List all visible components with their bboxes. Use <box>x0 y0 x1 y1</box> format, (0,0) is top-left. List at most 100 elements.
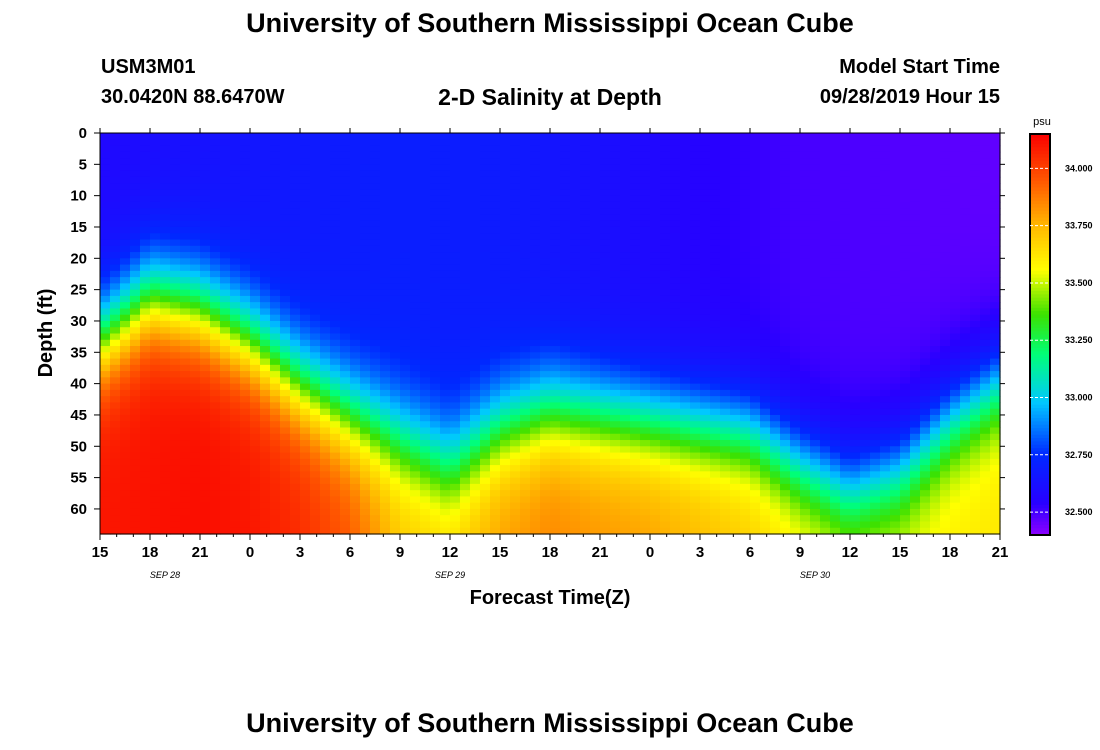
heatmap-cell <box>470 389 481 397</box>
heatmap-cell <box>640 220 651 228</box>
heatmap-cell <box>220 414 231 422</box>
heatmap-cell <box>790 176 801 184</box>
heatmap-cell <box>420 183 431 190</box>
heatmap-cell <box>230 308 241 316</box>
heatmap-cell <box>470 427 481 435</box>
heatmap-cell <box>620 158 631 165</box>
heatmap-cell <box>480 145 491 153</box>
heatmap-cell <box>870 402 881 410</box>
heatmap-cell <box>360 490 371 498</box>
heatmap-cell <box>720 226 731 234</box>
heatmap-cell <box>170 483 181 491</box>
heatmap-cell <box>590 289 601 297</box>
heatmap-cell <box>320 346 331 353</box>
heatmap-cell <box>690 314 701 322</box>
heatmap-cell <box>610 252 621 259</box>
heatmap-cell <box>290 446 301 454</box>
heatmap-cell <box>240 383 251 391</box>
heatmap-cell <box>630 239 641 247</box>
heatmap-cell <box>870 170 881 178</box>
heatmap-cell <box>310 421 321 429</box>
heatmap-cell <box>870 452 881 460</box>
heatmap-cell <box>610 220 621 228</box>
heatmap-cell <box>590 521 601 529</box>
heatmap-cell <box>650 502 661 510</box>
heatmap-cell <box>690 208 701 216</box>
heatmap-cell <box>570 145 581 153</box>
heatmap-cell <box>230 176 241 184</box>
heatmap-cell <box>250 452 261 460</box>
heatmap-cell <box>490 233 501 241</box>
heatmap-cell <box>550 483 561 491</box>
heatmap-cell <box>760 258 771 266</box>
heatmap-cell <box>670 264 681 272</box>
heatmap-cell <box>680 264 691 272</box>
heatmap-cell <box>740 277 751 284</box>
heatmap-cell <box>230 408 241 416</box>
heatmap-cell <box>780 352 791 360</box>
heatmap-cell <box>220 270 231 278</box>
heatmap-cell <box>220 515 231 523</box>
heatmap-cell <box>330 483 341 491</box>
heatmap-cell <box>470 133 481 140</box>
heatmap-cell <box>530 465 541 472</box>
heatmap-cell <box>730 214 741 222</box>
heatmap-cell <box>140 314 151 322</box>
heatmap-cell <box>230 208 241 216</box>
heatmap-cell <box>530 176 541 184</box>
heatmap-cell <box>870 327 881 335</box>
heatmap-cell <box>440 183 451 190</box>
heatmap-cell <box>640 421 651 429</box>
heatmap-cell <box>180 233 191 241</box>
heatmap-cell <box>540 151 551 159</box>
heatmap-cell <box>510 490 521 498</box>
heatmap-cell <box>320 189 331 197</box>
heatmap-cell <box>480 314 491 322</box>
heatmap-cell <box>310 220 321 228</box>
heatmap-cell <box>470 477 481 485</box>
heatmap-cell <box>670 158 681 165</box>
heatmap-cell <box>260 358 271 366</box>
heatmap-cell <box>310 214 321 222</box>
heatmap-cell <box>230 270 241 278</box>
heatmap-cell <box>260 264 271 272</box>
heatmap-cell <box>450 170 461 178</box>
heatmap-cell <box>170 289 181 297</box>
heatmap-cell <box>160 527 171 535</box>
heatmap-cell <box>380 277 391 284</box>
heatmap-cell <box>850 289 861 297</box>
heatmap-cell <box>380 508 391 516</box>
heatmap-cell <box>640 471 651 479</box>
heatmap-cell <box>850 151 861 159</box>
heatmap-cell <box>170 440 181 447</box>
heatmap-cell <box>100 226 111 234</box>
heatmap-cell <box>240 352 251 360</box>
heatmap-cell <box>590 421 601 429</box>
heatmap-cell <box>320 320 331 328</box>
heatmap-cell <box>630 515 641 523</box>
heatmap-cell <box>610 170 621 178</box>
heatmap-cell <box>770 239 781 247</box>
heatmap-cell <box>220 352 231 360</box>
heatmap-cell <box>220 176 231 184</box>
heatmap-cell <box>500 490 511 498</box>
heatmap-cell <box>110 308 121 316</box>
heatmap-cell <box>150 145 161 153</box>
heatmap-cell <box>670 164 681 172</box>
heatmap-cell <box>250 458 261 466</box>
heatmap-cell <box>150 270 161 278</box>
heatmap-cell <box>260 151 271 159</box>
heatmap-cell <box>460 164 471 172</box>
heatmap-cell <box>470 252 481 259</box>
heatmap-cell <box>130 471 141 479</box>
heatmap-cell <box>680 189 691 197</box>
heatmap-cell <box>450 258 461 266</box>
heatmap-cell <box>180 277 191 284</box>
heatmap-cell <box>690 245 701 253</box>
heatmap-cell <box>380 333 391 341</box>
heatmap-cell <box>500 458 511 466</box>
heatmap-cell <box>110 352 121 360</box>
heatmap-cell <box>690 408 701 416</box>
heatmap-cell <box>830 295 841 303</box>
heatmap-cell <box>600 201 611 209</box>
